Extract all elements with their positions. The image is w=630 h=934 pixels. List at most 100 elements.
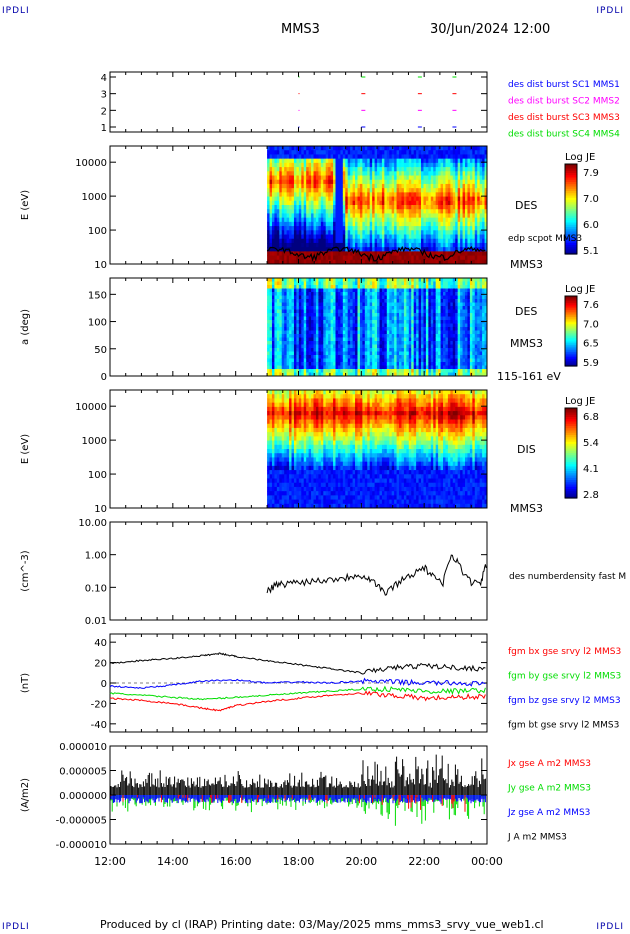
y-tick-label-5-4: 40 [94,638,107,649]
x-minor-ticks-0 [109,72,488,132]
colorbar-title-1: Log JE [565,152,595,163]
density-line [266,554,487,596]
colorbar-tick-1-3: 5.1 [583,246,599,257]
colorbar-2 [564,295,578,367]
corner-label-bottom-right: IPDLI [596,922,624,932]
sc-label-1: MMS3 [510,258,543,271]
colorbar-tick-2-0: 7.6 [583,300,599,311]
spectrogram-2 [267,278,488,377]
corner-label-top-right: IPDLI [596,6,624,16]
bfield-legend-1: fgm by gse srvy l2 MMS3 [508,672,621,682]
colorbar-title-3: Log JE [565,396,595,407]
y-tick-label-3-2: 1000 [82,436,107,447]
x-minor-ticks-6 [109,746,488,844]
y-axis-label-3: E (eV) [20,434,31,464]
overlay-label-scpot: edp scpot MMS3 [508,234,582,244]
density-panel-frame [109,521,488,621]
x-tick-label-0: 12:00 [94,855,126,868]
y-tick-label-3-3: 10000 [75,402,107,413]
burst-legend-1: des dist burst SC2 MMS2 [508,97,620,107]
species-label-des-2: DES [515,305,537,318]
species-label-dis: DIS [517,443,536,456]
bfield-legend-2: fgm bz gse srvy l2 MMS3 [508,696,621,706]
bfield-line-3 [110,652,486,675]
y-tick-label-2-1: 50 [94,345,107,356]
sc-label-2: MMS3 [510,337,543,350]
bfield-legend-0: fgm bx gse srvy l2 MMS3 [508,647,621,657]
colorbar-tick-1-1: 7.0 [583,194,599,205]
y-tick-label-2-0: 0 [101,372,107,383]
y-tick-label-1-2: 1000 [82,192,107,203]
y-tick-label-5-3: 20 [94,659,107,670]
burst-legend-2: des dist burst SC3 MMS3 [508,113,620,123]
y-axis-label-5: (nT) [20,673,31,693]
energy-range-label: 115-161 eV [497,370,561,383]
spectrogram-3 [267,390,488,509]
x-minor-ticks-5 [109,634,488,732]
burst-legend-3: des dist burst SC4 MMS4 [508,130,620,140]
burst-legend-0: des dist burst SC1 MMS1 [508,80,620,90]
scpot-line [266,245,486,263]
density-legend: des numberdensity fast M [509,572,626,582]
x-minor-ticks-3 [109,390,488,508]
spacecraft-title: MMS3 [281,22,320,37]
y-tick-label-1-3: 10000 [75,158,107,169]
y-tick-label-1-1: 100 [88,226,107,237]
y-axis-label-1: E (eV) [20,190,31,220]
x-tick-label-6: 00:00 [471,855,503,868]
colorbar-1 [564,163,578,255]
footer-credit: Produced by cl (IRAP) Printing date: 03/… [100,918,544,931]
y-tick-label-6-3: 0.000005 [59,767,107,778]
y-tick-label-4-3: 10.00 [78,518,107,529]
bfield-line-0 [109,690,486,712]
y-tick-label-0-0: 1 [101,123,107,134]
current-legend-3: J A m2 MMS3 [507,833,567,843]
current-bars-jx [110,795,466,812]
y-tick-label-6-2: 0.000000 [59,791,107,802]
colorbar-tick-1-2: 6.0 [583,220,599,231]
current-legend-0: Jx gse A m2 MMS3 [507,759,591,769]
species-label-des-1: DES [515,199,537,212]
x-minor-ticks-4 [109,522,488,620]
bfield-line-1 [109,685,486,701]
colorbar-tick-3-1: 5.4 [583,438,599,449]
current-bars-total [110,754,486,795]
y-axis-label-2: a (deg) [20,309,31,345]
x-tick-label-4: 20:00 [345,855,377,868]
spectrogram-1 [267,146,488,265]
y-axis-label-6: (A/m2) [20,778,31,812]
x-tick-label-1: 14:00 [157,855,189,868]
x-minor-ticks-1 [109,146,488,264]
y-tick-label-4-1: 0.10 [85,583,107,594]
colorbar-tick-2-1: 7.0 [583,319,599,330]
y-tick-label-5-0: -40 [91,720,107,731]
current-legend-2: Jz gse A m2 MMS3 [507,808,590,818]
colorbar-tick-1-0: 7.9 [583,168,599,179]
y-tick-label-2-2: 100 [88,318,107,329]
colorbar-tick-3-3: 2.8 [583,490,599,501]
colorbar-tick-2-2: 6.5 [583,339,599,350]
current-legend-1: Jy gse A m2 MMS3 [507,784,591,794]
y-tick-label-5-2: 0 [101,679,107,690]
colorbar-title-2: Log JE [565,284,595,295]
y-axis-label-4: (cm^-3) [20,550,31,591]
colorbar-tick-3-2: 4.1 [583,464,599,475]
y-tick-label-0-3: 4 [101,73,107,84]
sc-label-3: MMS3 [510,502,543,515]
y-tick-label-6-1: -0.000005 [56,816,107,827]
current-bars-jz [110,795,486,804]
corner-label-top-left: IPDLI [2,6,30,16]
y-tick-label-2-3: 150 [88,290,107,301]
datetime-title: 30/Jun/2024 12:00 [430,22,551,37]
x-tick-label-3: 18:00 [283,855,315,868]
corner-label-bottom-left: IPDLI [2,922,30,932]
colorbar-3 [564,407,578,499]
burst-panel-frame [109,71,488,133]
x-tick-label-5: 22:00 [408,855,440,868]
y-tick-label-3-1: 100 [88,470,107,481]
colorbar-tick-2-3: 5.9 [583,358,599,369]
bfield-legend-3: fgm bt gse srvy l2 MMS3 [508,721,619,731]
y-tick-label-5-1: -20 [91,699,107,710]
y-tick-label-4-0: 0.01 [85,616,107,627]
